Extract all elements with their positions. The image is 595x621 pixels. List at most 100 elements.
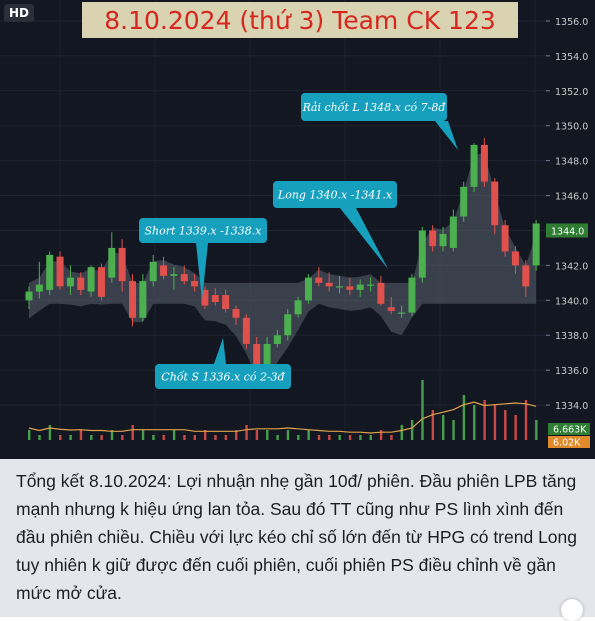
callout: Long 1340.x -1341.x — [273, 181, 397, 269]
y-tick-label: 1352.0 — [555, 87, 588, 98]
volume-bar — [90, 435, 93, 440]
candle-body — [35, 284, 43, 292]
candle-body — [201, 289, 209, 306]
candle-body — [149, 261, 157, 282]
volume-bar — [410, 420, 414, 440]
axis-background — [546, 0, 595, 440]
candle-body — [522, 265, 530, 287]
volume-bar — [297, 435, 300, 440]
volume-bar — [379, 430, 383, 440]
volume-bar — [317, 435, 321, 440]
volume-bar — [535, 420, 538, 440]
callout-box — [301, 93, 447, 121]
volume-label-box — [548, 436, 590, 448]
volume-bar — [276, 435, 279, 440]
volume-bar — [338, 435, 341, 440]
volume-bar — [48, 425, 52, 440]
volume-bar — [390, 435, 393, 440]
y-tick-label: 1356.0 — [555, 17, 588, 28]
volume-bar — [245, 425, 248, 440]
volume-bar — [69, 435, 72, 440]
scroll-indicator[interactable] — [561, 599, 583, 621]
candle-body — [263, 343, 271, 365]
volume-bar — [110, 430, 114, 440]
last-price-box — [546, 223, 588, 238]
candle-body — [449, 216, 457, 248]
candle-body — [511, 251, 519, 266]
candle-body — [356, 284, 364, 290]
candle-body — [315, 277, 323, 283]
candle-body — [418, 230, 426, 278]
candle-body — [294, 300, 302, 315]
candle-body — [211, 295, 219, 303]
volume-ma-line — [28, 401, 537, 434]
callout-label: Chốt S 1336.x có 2-3đ — [161, 371, 285, 384]
volume-bar — [141, 430, 145, 440]
candle-body — [336, 286, 343, 288]
volume-bar — [369, 435, 372, 440]
volume-bar — [328, 435, 331, 440]
y-tick-label: 1336.0 — [555, 366, 588, 377]
y-tick-label: 1342.0 — [555, 261, 588, 272]
callout-box — [273, 181, 397, 208]
callout-label: Short 1339.x -1338.x — [144, 225, 262, 238]
volume-bar — [359, 435, 362, 440]
candle-body — [222, 295, 230, 310]
candle-body — [180, 274, 188, 282]
callout-box — [139, 218, 267, 243]
candle-body — [108, 247, 116, 278]
callouts: Short 1339.x -1338.x Chốt S 1336.x có 2-3… — [139, 93, 458, 389]
y-tick-label: 1338.0 — [555, 331, 588, 342]
volume-bar — [442, 415, 445, 440]
candle-body — [242, 317, 250, 344]
candle-body — [346, 286, 354, 290]
y-tick-label: 1348.0 — [555, 157, 588, 168]
volume-bar — [421, 380, 424, 440]
candle-body — [46, 254, 54, 290]
title-banner: 8.10.2024 (thứ 3) Team CK 123 — [82, 2, 518, 38]
volume-bar — [514, 415, 517, 440]
candle-body — [118, 247, 126, 282]
callout-pointer — [435, 121, 458, 150]
volume-bar — [121, 435, 124, 440]
candle-body — [232, 309, 240, 318]
candle-body — [398, 312, 406, 314]
price-chart: 1356.0 1354.0 1352.0 1350.0 1348.0 1346.0 1344… — [0, 0, 595, 459]
y-tick-label: 1350.0 — [555, 122, 588, 133]
y-tick-label: 1340.0 — [555, 296, 588, 307]
volume-bar — [452, 420, 455, 440]
callout: Chốt S 1336.x có 2-3đ — [155, 338, 291, 389]
candle-body — [160, 265, 168, 276]
volume-bar — [214, 435, 217, 440]
volume-bar — [473, 405, 476, 440]
candle-body — [77, 277, 85, 290]
post-caption: Tổng kết 8.10.2024: Lợi nhuận nhẹ gần 10… — [0, 459, 595, 621]
volume-bar — [255, 430, 259, 440]
candle-body — [470, 144, 478, 187]
candle-body — [66, 277, 74, 287]
volume-bar — [400, 425, 403, 440]
chart-title: 8.10.2024 (thứ 3) Team CK 123 — [104, 5, 496, 35]
price-axis: 1356.0 1354.0 1352.0 1350.0 1348.0 1346.0 1344… — [546, 0, 595, 449]
candle-body — [325, 282, 333, 287]
hd-badge[interactable]: HD — [4, 4, 35, 22]
volume-bar — [286, 430, 290, 440]
candle-body — [491, 181, 499, 226]
volume-bar — [152, 435, 155, 440]
volume-bar — [59, 435, 62, 440]
volume-bar — [203, 430, 207, 440]
cloud-band — [29, 152, 537, 378]
candle-body — [87, 267, 95, 292]
volume-bar — [524, 400, 528, 440]
candle-body — [25, 291, 33, 301]
volume-bar — [224, 435, 228, 440]
candles — [25, 137, 540, 371]
volume-bar — [162, 435, 165, 440]
volume-label: 6.663K — [553, 425, 587, 436]
candle-body — [284, 314, 292, 336]
volume-bar — [493, 405, 497, 440]
callout-label: Rải chốt L 1348.x có 7-8đ — [302, 101, 447, 114]
volume-bar — [235, 430, 238, 440]
candle-body — [439, 233, 447, 247]
callout: Short 1339.x -1338.x — [139, 218, 267, 300]
